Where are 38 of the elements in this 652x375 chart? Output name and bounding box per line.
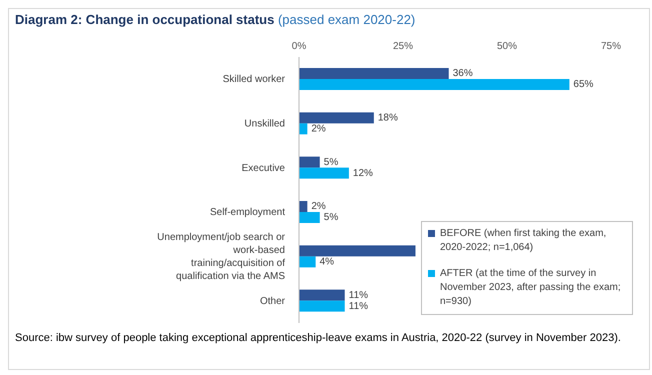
bar: [299, 290, 345, 301]
bar: [299, 112, 374, 124]
source-note: Source: ibw survey of people taking exceptional apprenticeship-leave exams in Austria, 2020-22 (survey in November 2023).: [15, 331, 622, 346]
y-tick-label: Other: [260, 295, 286, 306]
y-tick-label: Unskilled: [244, 118, 285, 130]
x-tick-label: 0%: [292, 41, 306, 52]
bar: [299, 212, 320, 223]
legend-label: BEFORE (when first taking the exam, 2020-2022; n=1,064): [440, 227, 608, 255]
x-tick-label: 75%: [600, 41, 622, 52]
bar: [299, 245, 416, 256]
legend-label: AFTER (at the time of the survey in November 2023, after passing the exam; n=930): [440, 267, 622, 309]
data-label: 11%: [348, 300, 368, 312]
y-tick-label: Self-employment: [210, 206, 286, 218]
data-label: 11%: [348, 290, 368, 301]
data-label: 36%: [452, 68, 473, 80]
x-tick-label: 50%: [496, 41, 518, 52]
data-label: 65%: [573, 79, 594, 90]
data-label: 2%: [311, 123, 326, 134]
data-label: 4%: [320, 256, 334, 268]
bar: [299, 256, 316, 268]
bar: [299, 156, 320, 168]
data-label: 12%: [352, 168, 374, 179]
bar: [299, 201, 308, 212]
data-label: 5%: [324, 156, 338, 168]
data-label: 5%: [324, 212, 338, 224]
text: Diagram 2: Change in occupational status: [15, 12, 274, 27]
bar: [299, 68, 449, 79]
data-label: 2%: [311, 201, 326, 212]
bar: [299, 123, 308, 134]
chart-subtitle: (passed exam 2020-22): [278, 12, 416, 27]
y-tick-label: Executive: [242, 162, 286, 174]
y-tick-label: Unemployment/job search or work-based training/acquisition of qualification via the AMS: [157, 232, 286, 282]
y-tick-label: Skilled worker: [222, 74, 286, 85]
bar: [299, 79, 570, 90]
data-label: 18%: [378, 112, 398, 124]
bar: [299, 300, 345, 312]
bar: [299, 168, 349, 179]
x-tick-label: 25%: [392, 41, 414, 52]
